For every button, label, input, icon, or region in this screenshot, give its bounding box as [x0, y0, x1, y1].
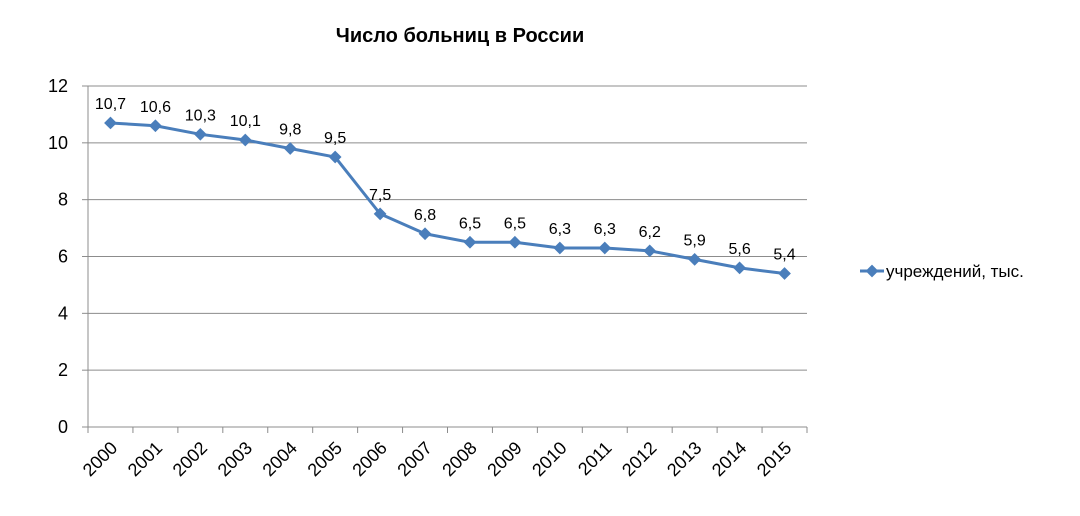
x-tick-label: 2011: [574, 438, 616, 480]
data-point-marker: [193, 127, 207, 141]
data-label: 10,3: [185, 107, 216, 124]
x-tick-label: 2009: [483, 438, 525, 480]
legend-label: учреждений, тыс.: [886, 262, 1024, 281]
data-point-marker: [598, 241, 612, 255]
y-tick-label: 6: [58, 247, 68, 267]
legend: учреждений, тыс.: [860, 262, 1024, 281]
data-label: 6,2: [639, 224, 661, 241]
data-point-marker: [733, 261, 746, 275]
data-label: 5,6: [728, 241, 750, 258]
data-label: 10,1: [230, 113, 261, 130]
data-point-marker: [463, 235, 477, 249]
legend-marker-icon: [865, 264, 879, 278]
y-tick-label: 0: [58, 417, 68, 437]
x-axis-ticks: 2000 2001 2002 2003 2004 2005 2006 2007 2008 2009…: [79, 438, 796, 480]
y-tick-label: 4: [58, 303, 68, 323]
x-tick-label: 2005: [304, 438, 346, 480]
data-point-marker: [508, 235, 522, 249]
x-tick-label: 2014: [708, 438, 750, 480]
data-label: 6,5: [504, 215, 526, 232]
y-tick-label: 8: [58, 190, 68, 210]
chart-title: Число больниц в России: [336, 25, 584, 47]
x-tick-label: 2008: [438, 438, 480, 480]
data-point-marker: [688, 252, 702, 266]
data-point-marker: [149, 119, 162, 133]
y-tick-label: 2: [58, 360, 68, 380]
y-axis-ticks: 0 2 4 6 8 10 12: [48, 76, 68, 437]
data-label: 9,5: [324, 130, 346, 147]
x-tick-label: 2000: [79, 438, 121, 480]
data-point-marker: [283, 142, 297, 155]
data-point-marker: [328, 150, 342, 164]
x-tick-label: 2006: [348, 438, 390, 480]
x-tick-label: 2001: [124, 438, 166, 480]
data-point-marker: [104, 116, 117, 130]
x-tick-label: 2003: [214, 438, 256, 480]
y-tick-label: 12: [48, 76, 68, 96]
data-label: 7,5: [369, 187, 391, 204]
data-point-marker: [643, 244, 657, 258]
y-tick-label: 10: [48, 133, 68, 153]
data-point-marker: [418, 227, 432, 241]
data-label: 10,7: [95, 96, 126, 113]
series-line: [110, 121, 785, 276]
gridlines: [88, 85, 807, 371]
data-labels: 10,7 10,6 10,3 10,1 9,8 9,5 7,5 6,8 6,5 6,5 6,3 6,3…: [95, 96, 796, 264]
x-tick-label: 2007: [393, 438, 435, 480]
data-label: 6,8: [414, 207, 436, 224]
data-label: 9,8: [279, 122, 301, 139]
data-label: 5,4: [773, 247, 795, 264]
x-tick-label: 2012: [618, 438, 660, 480]
data-label: 6,5: [459, 215, 481, 232]
axes: [82, 85, 808, 433]
data-point-marker: [373, 207, 387, 221]
data-label: 5,9: [684, 232, 706, 249]
data-label: 10,6: [140, 99, 171, 116]
data-label: 6,3: [594, 221, 616, 238]
x-tick-label: 2013: [663, 438, 705, 480]
x-tick-label: 2015: [753, 438, 795, 480]
series-layer: [104, 116, 791, 280]
x-tick-label: 2004: [259, 438, 301, 480]
data-point-marker: [238, 133, 252, 147]
data-point-marker: [778, 267, 791, 280]
data-point-marker: [553, 241, 567, 255]
data-label: 6,3: [549, 221, 571, 238]
x-tick-label: 2002: [169, 438, 211, 480]
x-tick-label: 2010: [528, 438, 570, 480]
